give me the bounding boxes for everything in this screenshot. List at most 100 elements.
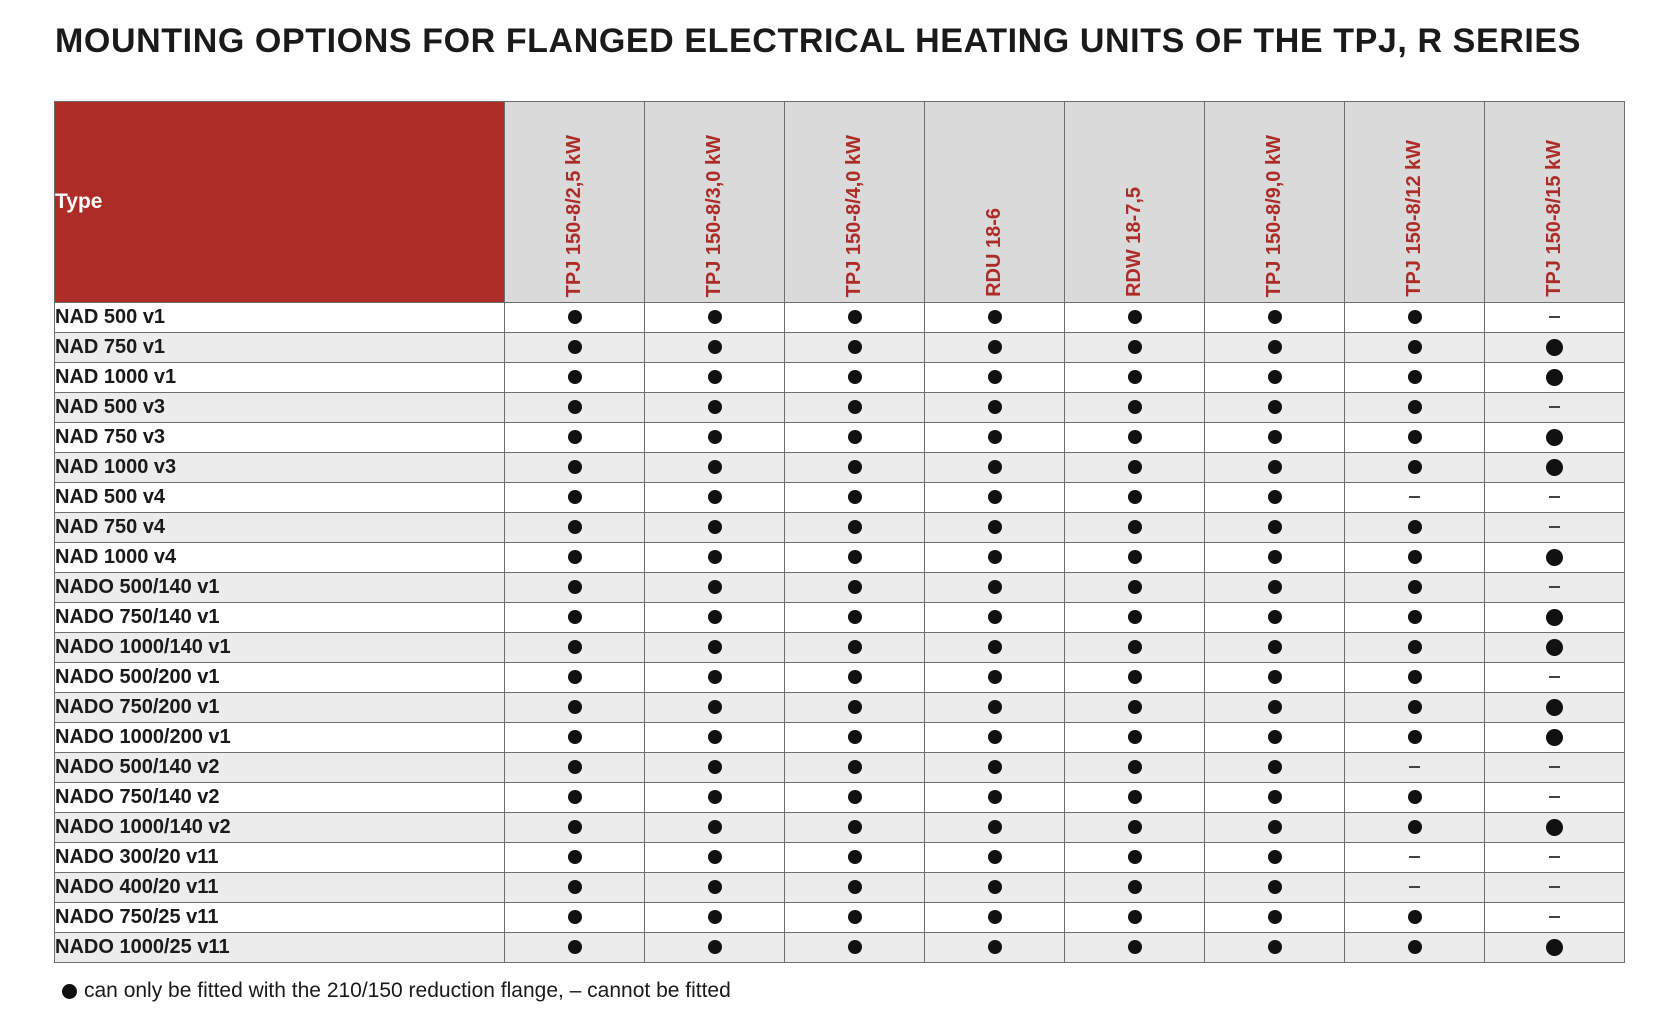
table-cell [1064, 422, 1205, 453]
fits-with-flange-icon [1407, 400, 1422, 415]
fits-with-flange-icon [1127, 940, 1142, 955]
fits-with-flange-icon [847, 850, 862, 865]
fits-with-flange-icon [567, 610, 582, 625]
fits-with-flange-icon [1546, 458, 1563, 476]
row-type-label: NAD 500 v3 [54, 392, 505, 423]
fits-with-flange-icon [847, 520, 862, 535]
cannot-fit-icon [1549, 916, 1560, 919]
fits-with-flange-icon [707, 730, 722, 745]
fits-with-flange-icon [1127, 730, 1142, 745]
table-cell [644, 932, 785, 963]
table-row: NADO 400/20 v11 [54, 872, 1625, 903]
fits-with-flange-icon [707, 370, 722, 385]
row-type-label: NADO 300/20 v11 [54, 842, 505, 873]
fits-with-flange-icon [707, 610, 722, 625]
table-cell [924, 842, 1065, 873]
fits-with-flange-icon [1407, 700, 1422, 715]
table-cell [784, 752, 925, 783]
column-header-label: TPJ 150-8/3,0 kW [703, 134, 725, 297]
table-cell [1344, 512, 1485, 543]
table-cell [1344, 692, 1485, 723]
fits-with-flange-icon [987, 730, 1002, 745]
fits-with-flange-icon [1127, 580, 1142, 595]
fits-with-flange-icon [1407, 370, 1422, 385]
table-cell [784, 422, 925, 453]
fits-with-flange-icon [1267, 910, 1282, 925]
fits-with-flange-icon [707, 490, 722, 505]
table-cell [644, 392, 785, 423]
fits-with-flange-icon [1267, 520, 1282, 535]
table-cell [1344, 932, 1485, 963]
table-cell [504, 332, 645, 363]
fits-with-flange-icon [707, 910, 722, 925]
table-row: NADO 750/200 v1 [54, 692, 1625, 723]
table-cell [644, 632, 785, 663]
fits-with-flange-icon [1267, 670, 1282, 685]
table-cell [784, 842, 925, 873]
row-type-label: NADO 750/140 v2 [54, 782, 505, 813]
fits-with-flange-icon [847, 820, 862, 835]
fits-with-flange-icon [1407, 610, 1422, 625]
table-cell [644, 722, 785, 753]
fits-with-flange-icon [1546, 428, 1563, 446]
row-type-label: NADO 750/25 v11 [54, 902, 505, 933]
table-cell [1344, 332, 1485, 363]
table-cell [1204, 722, 1345, 753]
table-cell [1344, 812, 1485, 843]
fits-with-flange-icon [1267, 730, 1282, 745]
legend: can only be fitted with the 210/150 redu… [62, 979, 731, 1003]
fits-with-flange-icon [567, 370, 582, 385]
table-cell [504, 512, 645, 543]
table-row: NADO 500/140 v1 [54, 572, 1625, 603]
fits-with-flange-icon [707, 880, 722, 895]
fits-with-flange-icon [1127, 640, 1142, 655]
table-cell [1064, 332, 1205, 363]
fits-with-flange-icon [1127, 340, 1142, 355]
fits-with-flange-icon [987, 700, 1002, 715]
fits-with-flange-icon [567, 790, 582, 805]
table-row: NAD 500 v1 [54, 302, 1625, 333]
table-cell [924, 512, 1065, 543]
fits-with-flange-icon [1127, 550, 1142, 565]
fits-with-flange-icon [1127, 790, 1142, 805]
cannot-fit-icon [1549, 886, 1560, 889]
fits-with-flange-icon [707, 820, 722, 835]
table-cell [504, 482, 645, 513]
fits-with-flange-icon [1546, 698, 1563, 716]
table-cell [1064, 782, 1205, 813]
table-cell [1344, 452, 1485, 483]
table-cell [1064, 752, 1205, 783]
table-cell [1204, 782, 1345, 813]
fits-with-flange-icon [567, 340, 582, 355]
header-row: Type TPJ 150-8/2,5 kW TPJ 150-8/3,0 kW TPJ… [54, 101, 1625, 303]
table-row: NAD 1000 v3 [54, 452, 1625, 483]
fits-with-flange-icon [1127, 370, 1142, 385]
fits-with-flange-icon [707, 700, 722, 715]
table-cell [1344, 722, 1485, 753]
table-cell [644, 452, 785, 483]
row-type-label: NAD 750 v4 [54, 512, 505, 543]
fits-with-flange-icon [847, 790, 862, 805]
fits-with-flange-icon [1546, 938, 1563, 956]
table-cell [1204, 392, 1345, 423]
table-cell [784, 782, 925, 813]
fits-with-flange-icon [1127, 400, 1142, 415]
fits-with-flange-icon [707, 430, 722, 445]
cannot-fit-icon [1549, 856, 1560, 859]
table-cell [784, 542, 925, 573]
fits-with-flange-icon [987, 820, 1002, 835]
fits-with-flange-icon [1267, 430, 1282, 445]
fits-with-flange-icon [847, 430, 862, 445]
table-cell [1344, 392, 1485, 423]
fits-with-flange-icon [1267, 460, 1282, 475]
table-cell [924, 482, 1065, 513]
fits-with-flange-icon [1267, 940, 1282, 955]
table-cell [644, 812, 785, 843]
fits-with-flange-icon [847, 370, 862, 385]
table-cell [924, 632, 1065, 663]
fits-with-flange-icon [707, 310, 722, 325]
table-cell [924, 422, 1065, 453]
table-cell [1484, 482, 1625, 513]
table-cell [1344, 422, 1485, 453]
column-header: RDU 18-6 [924, 101, 1065, 303]
